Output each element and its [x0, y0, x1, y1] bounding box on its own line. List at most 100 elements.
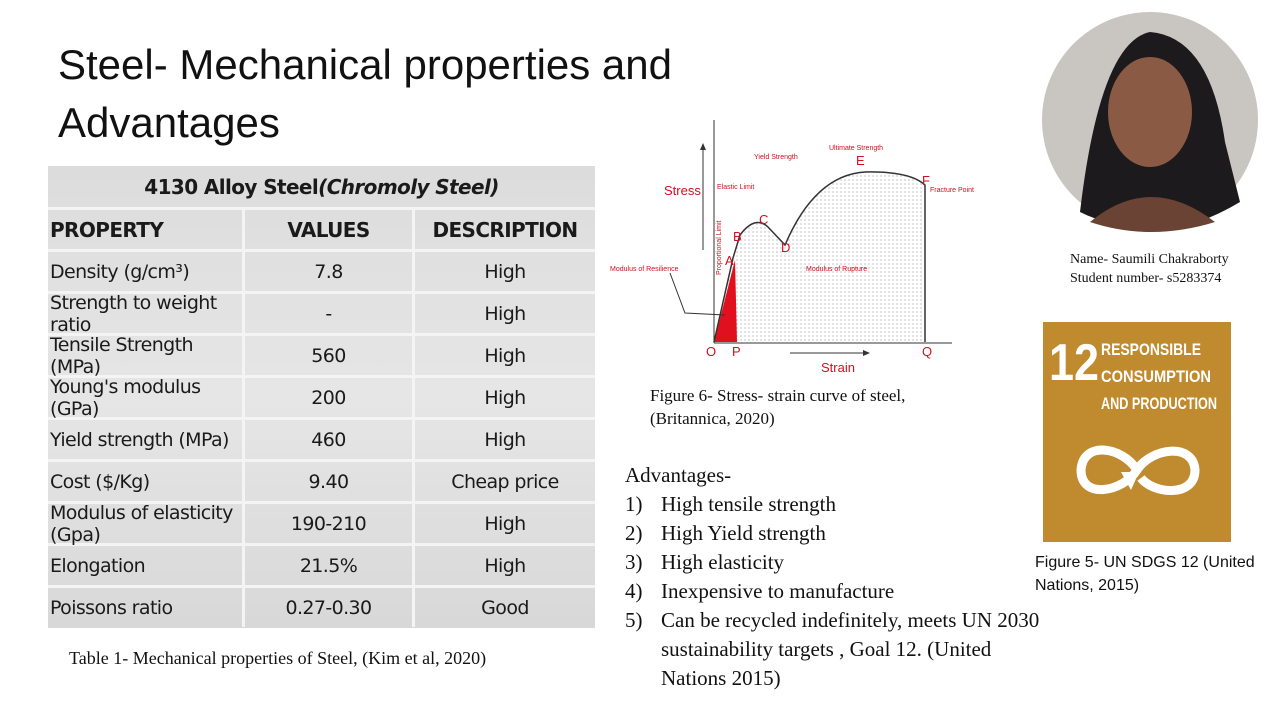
- column-header: PROPERTY: [48, 210, 245, 249]
- table-cell: 560: [245, 336, 415, 375]
- table-row: Young's modulus (GPa) 200 High: [48, 375, 595, 420]
- table-row: Density (g/cm³) 7.8 High: [48, 249, 595, 291]
- heading-italic: (Chromoly Steel): [318, 174, 499, 199]
- advantage-item: 3) High elasticity: [625, 548, 1046, 577]
- caption-line: (Britannica, 2020): [650, 409, 775, 428]
- item-text: High tensile strength: [661, 492, 836, 516]
- point-label: F: [922, 173, 930, 188]
- table-cell: -: [245, 294, 415, 333]
- table-cell: Young's modulus (GPa): [48, 376, 245, 420]
- table-cell: Elongation: [48, 546, 245, 585]
- student-number: Student number- s5283374: [1070, 271, 1222, 286]
- title-line: Steel- Mechanical properties and: [58, 41, 673, 88]
- area: [714, 171, 925, 342]
- sdg-number: 12: [1049, 334, 1099, 392]
- caption-line: Figure 6- Stress- strain curve of steel,: [650, 386, 906, 405]
- small-label: Modulus of Resilience: [610, 266, 679, 273]
- sdg-label: CONSUMPTION: [1101, 367, 1211, 386]
- table-cell: 21.5%: [245, 546, 415, 585]
- advantages-heading: Advantages-: [625, 463, 732, 487]
- heading-text: 4130 Alloy Steel: [144, 174, 319, 199]
- table-cell: Cost ($/Kg): [48, 462, 245, 501]
- table-cell: Good: [481, 596, 529, 619]
- advantage-item: 1) High tensile strength: [625, 490, 1046, 519]
- table-heading: 4130 Alloy Steel (Chromoly Steel): [48, 166, 595, 207]
- column-header: DESCRIPTION: [432, 217, 578, 242]
- table-row: Tensile Strength (MPa) 560 High: [48, 333, 595, 378]
- table-row: Cost ($/Kg) 9.40 Cheap price: [48, 459, 595, 501]
- presenter-name: Name- Saumili Chakraborty: [1070, 252, 1229, 267]
- sdg-label: AND PRODUCTION: [1101, 394, 1217, 413]
- table-cell: Modulus of elasticity (Gpa): [48, 502, 245, 546]
- table-caption: Table 1- Mechanical properties of Steel,…: [69, 648, 487, 668]
- sdg-icon: 12 RESPONSIBLE CONSUMPTION AND PRODUCTIO…: [1043, 322, 1231, 542]
- table-row: Strength to weight ratio - High: [48, 291, 595, 336]
- table-cell: High: [484, 386, 526, 409]
- table-cell: High: [484, 302, 526, 325]
- table-cell: High: [484, 428, 526, 451]
- table-row: Yield strength (MPa) 460 High: [48, 417, 595, 459]
- point-label: E: [856, 153, 865, 168]
- advantage-item: 5) Can be recycled indefinitely, meets UN…: [625, 606, 1046, 693]
- table-cell: Yield strength (MPa): [48, 420, 245, 459]
- small-label: Elastic Limit: [717, 184, 754, 191]
- column-header: VALUES: [245, 210, 415, 249]
- table-cell: 200: [245, 378, 415, 417]
- table-cell: 460: [245, 420, 415, 459]
- table-cell: 0.27-0.30: [245, 588, 415, 627]
- point-label: P: [732, 344, 741, 359]
- title-line: Advantages: [58, 99, 280, 146]
- properties-table: 4130 Alloy Steel (Chromoly Steel) PROPER…: [48, 166, 595, 628]
- strain-label: Strain: [821, 360, 855, 375]
- table-cell: High: [484, 512, 526, 535]
- point-label: D: [781, 240, 790, 255]
- table-cell: High: [484, 554, 526, 577]
- table-row: Poissons ratio 0.27-0.30 Good: [48, 585, 595, 627]
- small-label: Proportional Limit: [716, 220, 723, 275]
- table-cell: Density (g/cm³): [48, 252, 245, 291]
- item-marker: 1): [625, 492, 643, 516]
- point-label: Q: [922, 344, 932, 359]
- resilience-area: [714, 260, 737, 342]
- item-text: High elasticity: [661, 550, 785, 574]
- item-marker: 3): [625, 550, 643, 574]
- item-text: Inexpensive to manufacture: [661, 579, 895, 603]
- table-row: Modulus of elasticity (Gpa) 190-210 High: [48, 501, 595, 546]
- point-label: B: [733, 229, 742, 244]
- sdg-label: RESPONSIBLE: [1101, 340, 1201, 359]
- leader-line: [669, 272, 726, 316]
- point-label: O: [706, 344, 716, 359]
- table-cell: Poissons ratio: [48, 588, 245, 627]
- item-marker: 2): [625, 521, 643, 545]
- webcam: [1042, 12, 1258, 232]
- figure-caption: Figure 6- Stress- strain curve of steel,…: [650, 384, 905, 430]
- small-label: Ultimate Strength: [829, 145, 883, 152]
- item-marker: 5): [625, 608, 643, 632]
- table-cell: 190-210: [245, 504, 415, 543]
- table-cell: High: [484, 344, 526, 367]
- table-row: Elongation 21.5% High: [48, 543, 595, 585]
- table-cell: High: [484, 260, 526, 283]
- item-text: High Yield strength: [661, 521, 826, 545]
- small-label: Modulus of Rupture: [806, 266, 867, 273]
- small-label: Fracture Point: [930, 187, 974, 194]
- advantage-item: 4) Inexpensive to manufacture: [625, 577, 1046, 606]
- item-marker: 4): [625, 579, 643, 603]
- stress-strain-diagram: Stress Strain O P Q A B C D E F Elastic …: [610, 120, 974, 375]
- point-label: C: [759, 212, 768, 227]
- table-cell: 9.40: [245, 462, 415, 501]
- point-label: A: [725, 253, 734, 268]
- advantage-item: 2) High Yield strength: [625, 519, 1046, 548]
- sdg-caption: Figure 5- UN SDGS 12 (United Nations, 20…: [1035, 554, 1255, 594]
- curve: [713, 171, 926, 343]
- item-text: Can be recycled indefinitely, meets UN 2…: [661, 608, 1040, 690]
- small-label: Yield Strength: [754, 154, 798, 161]
- slide-title: Steel- Mechanical properties and Advanta…: [58, 36, 672, 152]
- stress-label: Stress: [664, 183, 701, 198]
- table-cell: Tensile Strength (MPa): [48, 334, 245, 378]
- header-row: PROPERTY VALUES DESCRIPTION: [48, 207, 595, 249]
- table-cell: Strength to weight ratio: [48, 292, 245, 336]
- table-cell: 7.8: [245, 252, 415, 291]
- presenter-info: Name- Saumili Chakraborty Student number…: [1070, 250, 1229, 288]
